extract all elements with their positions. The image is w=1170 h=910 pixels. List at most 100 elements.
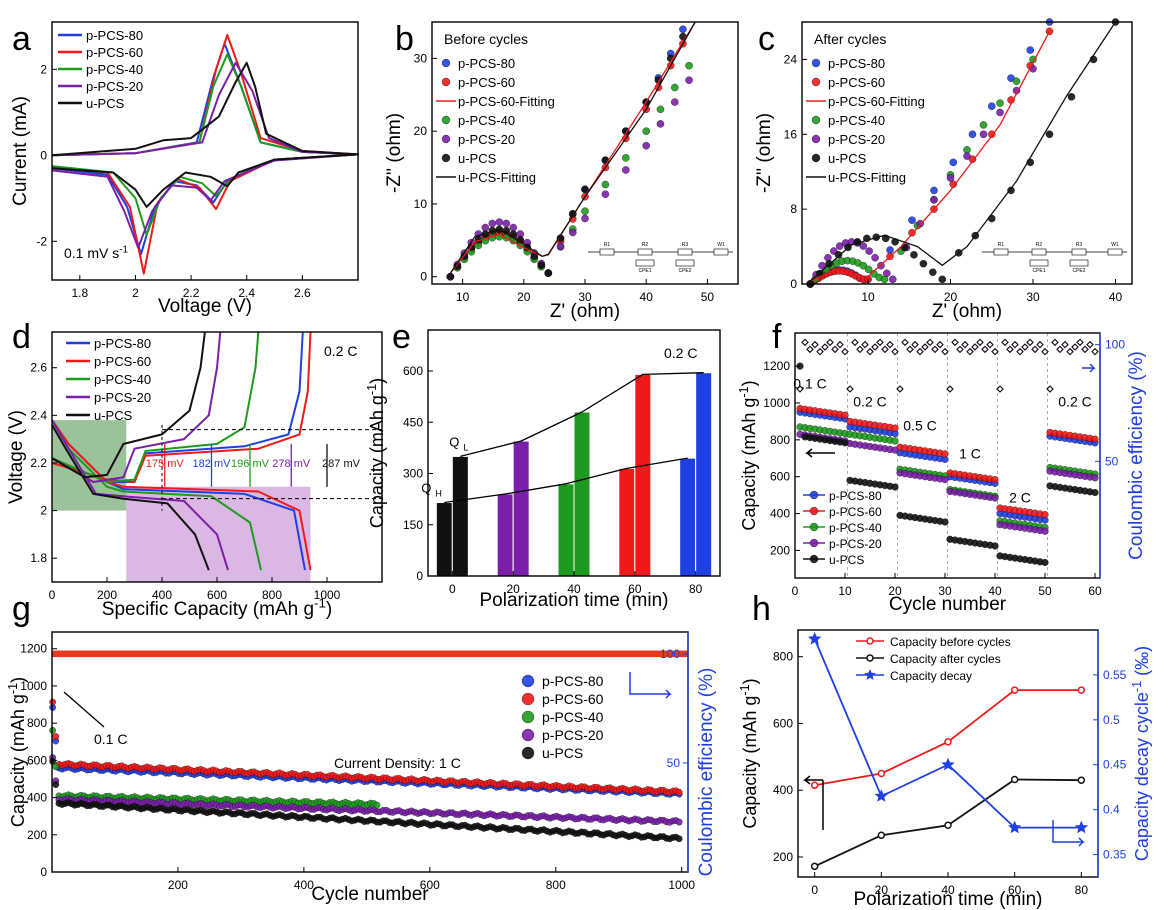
y2-axis-label: Capacity decay cycle-1 (‰): [1130, 646, 1152, 861]
legend-swatch: [809, 506, 819, 516]
x-tick-label: 40: [640, 290, 654, 304]
efficiency-point: [1071, 343, 1079, 351]
circle-marker: [877, 769, 886, 778]
efficiency-point: [846, 385, 854, 393]
circle-marker: [944, 738, 952, 746]
efficiency-point: [851, 338, 859, 346]
efficiency-point: [971, 343, 979, 351]
efficiency-point: [836, 341, 844, 349]
bar: [618, 467, 636, 577]
nyquist-point: [859, 261, 868, 270]
y-axis-label: Voltage (V): [6, 410, 27, 504]
circuit-label: R1: [998, 242, 1005, 248]
efficiency-point: [816, 348, 824, 356]
legend-label: u-PCS: [86, 96, 125, 111]
nyquist-point: [685, 76, 693, 84]
efficiency-point: [886, 341, 894, 349]
efficiency-point: [981, 345, 989, 353]
efficiency-point: [951, 338, 959, 346]
efficiency-point: [931, 345, 939, 353]
efficiency-point: [996, 385, 1004, 393]
capacity-point: [1091, 488, 1099, 497]
circuit-label: R3: [682, 242, 689, 248]
efficiency-point: [871, 343, 879, 351]
capacity-point: [1041, 558, 1049, 567]
arrow-left-icon: [804, 448, 835, 458]
axis-label-tail: ): [740, 678, 760, 684]
efficiency-point: [1091, 348, 1099, 356]
circle-marker: [1010, 686, 1019, 694]
efficiency-point: [826, 338, 834, 346]
arrow-icon: [63, 691, 105, 728]
nyquist-point: [556, 242, 565, 251]
efficiency-point: [861, 341, 869, 349]
efficiency-point: [886, 341, 894, 349]
circle-marker: [877, 831, 886, 840]
efficiency-point: [1056, 345, 1064, 353]
arrow-left-icon: [802, 775, 824, 830]
circuit-element: [599, 248, 615, 256]
y2-tick-label: 0.55: [1103, 668, 1127, 682]
efficiency-point: [811, 341, 819, 349]
y-tick-label: 20: [414, 124, 428, 138]
efficiency-point: [846, 385, 854, 393]
charge-curve: [51, 331, 222, 483]
legend-label: p-PCS-80: [86, 28, 143, 43]
bar: [512, 440, 530, 577]
legend-label: p-PCS-20: [542, 727, 604, 743]
capacity-point: [1091, 474, 1099, 482]
discharge-curve: [51, 419, 229, 571]
x-tick-label: 600: [207, 588, 227, 602]
legend-label: p-PCS-80: [542, 673, 604, 689]
efficiency-point: [1011, 341, 1019, 349]
efficiency-point: [866, 348, 874, 356]
legend-label: u-PCS: [542, 745, 583, 761]
circuit-element: [1031, 248, 1047, 256]
axis-label-tail: ): [739, 380, 759, 386]
bar: [557, 483, 575, 577]
x-tick-label: 30: [1026, 290, 1040, 304]
efficiency-point: [796, 385, 804, 393]
efficiency-point: [986, 341, 994, 349]
efficiency-point: [841, 348, 849, 356]
nyquist-point: [656, 120, 665, 128]
x-tick-label: 20: [944, 290, 958, 304]
efficiency-point: [976, 338, 984, 346]
efficiency-point: [946, 385, 954, 393]
legend-label: p-PCS-60: [94, 354, 151, 369]
efficiency-point: [1061, 341, 1069, 349]
legend-label: Capacity after cycles: [890, 652, 1001, 666]
circuit-label: CPE1: [638, 268, 651, 274]
x-tick-label: 800: [546, 878, 566, 892]
legend-label: p-PCS-60: [828, 75, 885, 90]
efficiency-point: [956, 345, 964, 353]
cycling-point: [675, 835, 683, 843]
y-axis-label: Capacity (mAh g-1): [6, 677, 28, 827]
efficiency-point: [901, 338, 909, 346]
efficiency-point: [1011, 341, 1019, 349]
capacity-point: [891, 483, 899, 491]
efficiency-point: [891, 348, 899, 356]
efficiency-point: [996, 385, 1004, 393]
legend-label: p-PCS-80: [828, 56, 885, 71]
efficiency-point: [851, 338, 859, 346]
y-tick-label: 2.4: [30, 408, 47, 422]
efficiency-point: [821, 343, 829, 351]
efficiency-point: [986, 341, 994, 349]
efficiency-point: [806, 345, 814, 353]
legend-label: p-PCS-80: [94, 336, 151, 351]
circuit-element: [1029, 259, 1049, 267]
x-axis-label: Specific Capacity (mAh g-1): [102, 595, 332, 620]
x-tick-label: 50: [1038, 584, 1052, 598]
efficiency-point: [826, 338, 834, 346]
efficiency-point: [1016, 348, 1024, 356]
y2-tick-label: 100: [1105, 338, 1125, 352]
efficiency-point: [921, 343, 929, 351]
efficiency-point: [981, 345, 989, 353]
efficiency-point: [1086, 341, 1094, 349]
polarization-label: 182 mV: [193, 458, 232, 470]
y-tick-label: 0: [40, 865, 47, 879]
nyquist-point: [622, 166, 630, 174]
efficiency-point: [901, 338, 909, 346]
